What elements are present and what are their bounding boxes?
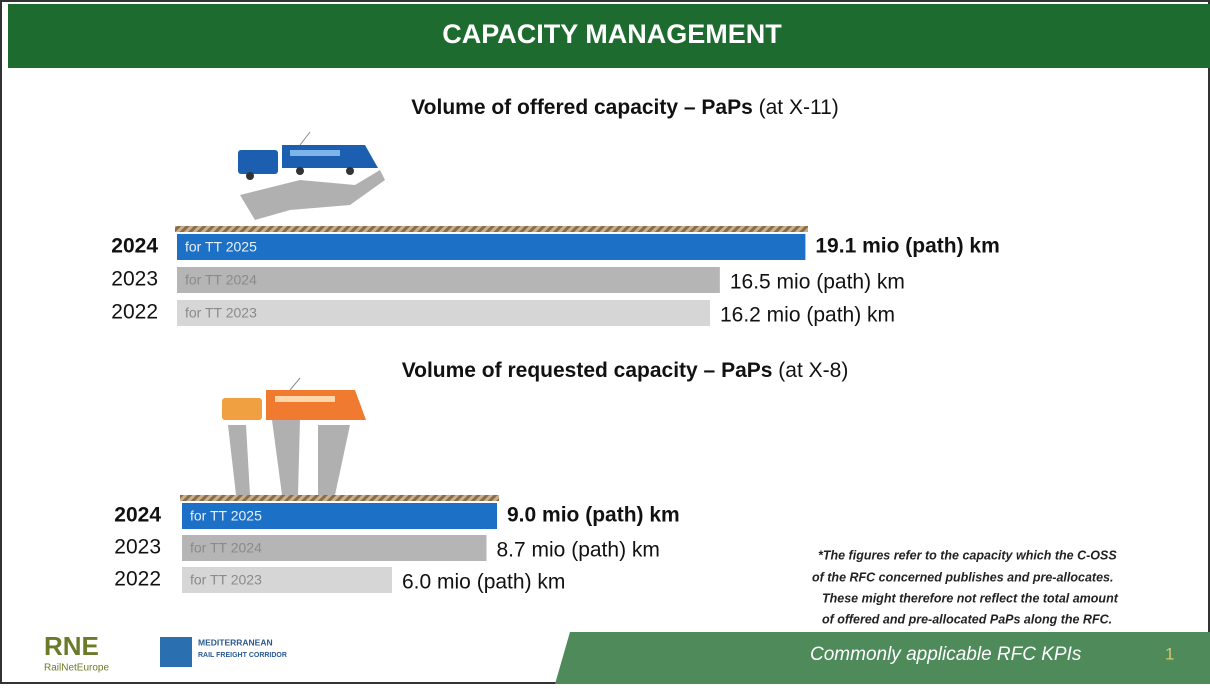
header-title: CAPACITY MANAGEMENT [442,19,782,49]
corridor-logo-sub: RAIL FREIGHT CORRIDOR [198,652,287,659]
footnote: *The figures refer to the capacity which… [812,548,1119,626]
category-label: 2022 [111,301,158,324]
category-label: 2024 [114,504,161,527]
bar [177,234,806,260]
bar-label: for TT 2023 [190,572,262,588]
category-label: 2022 [114,568,161,591]
rail [175,226,808,232]
header-bar [8,4,1210,68]
request-icon [222,377,366,495]
footnote-line: of offered and pre-allocated PaPs along … [822,612,1112,626]
chart-title-main: Volume of requested capacity – PaPs [402,359,773,382]
rne-logo-sub: RailNetEurope [44,663,109,674]
corridor-logo-text: MEDITERRANEAN [198,637,273,647]
chart-title: Volume of requested capacity – PaPs (at … [402,359,849,382]
value-label: 19.1 mio (path) km [815,235,999,258]
value-label: 9.0 mio (path) km [507,504,680,527]
bar-label: for TT 2023 [185,305,257,321]
bar [182,535,487,561]
page-number: 1 [1165,644,1174,663]
chart-title-main: Volume of offered capacity – PaPs [411,96,753,119]
rne-logo: RNE RailNetEurope [44,631,109,674]
offer-icon [238,131,385,220]
bar [177,267,720,293]
footer-band [555,632,1210,684]
chart-title-note: (at X-8) [778,359,848,382]
category-label: 2023 [111,268,158,291]
bar-label: for TT 2024 [185,272,257,288]
bar [182,503,497,529]
value-label: 6.0 mio (path) km [402,571,565,594]
corridor-logo: MEDITERRANEAN RAIL FREIGHT CORRIDOR [160,637,287,667]
category-label: 2024 [111,235,158,258]
rne-logo-text: RNE [44,631,99,661]
bar-label: for TT 2025 [190,508,262,524]
value-label: 16.5 mio (path) km [730,271,905,294]
value-label: 16.2 mio (path) km [720,304,895,327]
category-label: 2023 [114,536,161,559]
footer-text: Commonly applicable RFC KPIs [810,644,1082,665]
footnote-line: *The figures refer to the capacity which… [818,548,1117,562]
bar [177,300,710,326]
bar-label: for TT 2024 [190,540,262,556]
footnote-line: of the RFC concerned publishes and pre-a… [812,570,1113,584]
chart-title: Volume of offered capacity – PaPs (at X-… [411,96,839,119]
bar-label: for TT 2025 [185,239,257,255]
footnote-line: These might therefore not reflect the to… [822,591,1119,605]
value-label: 8.7 mio (path) km [497,539,660,562]
bar [182,567,392,593]
rail [180,495,499,501]
chart-title-note: (at X-11) [759,96,839,119]
